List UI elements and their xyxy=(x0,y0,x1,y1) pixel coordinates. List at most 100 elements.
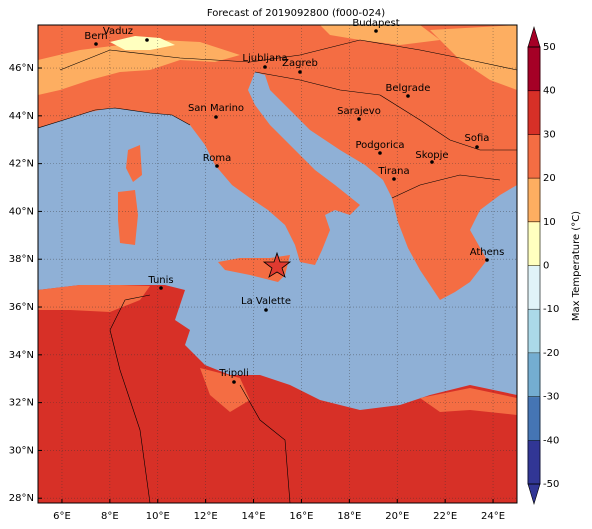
land-cool-patch xyxy=(38,40,240,95)
city-dot xyxy=(94,42,98,46)
border xyxy=(38,107,191,129)
grid-layer xyxy=(38,25,517,503)
cities: Bern Vaduz Budapest Ljubljana Zagreb Bel… xyxy=(84,18,504,384)
city-label: Ljubljana xyxy=(242,53,287,64)
land-africa-coast xyxy=(38,285,150,312)
city-label: Budapest xyxy=(352,18,399,29)
city-label: Vaduz xyxy=(103,26,133,37)
city-dot xyxy=(159,286,163,290)
city-dot xyxy=(264,308,268,312)
title: Forecast of 2019092800 (f000-024) xyxy=(207,8,385,19)
colorbar: -50 -40 -30 -20 -10 0 10 20 30 40 50 xyxy=(527,25,559,506)
city-dot xyxy=(475,145,479,149)
colorbar-band xyxy=(527,177,541,223)
city-label: Roma xyxy=(203,153,232,164)
colorbar-tick-label: 0 xyxy=(543,261,549,272)
border xyxy=(254,71,517,151)
colorbar-tick-label: 30 xyxy=(543,129,556,140)
city-dot xyxy=(215,164,219,168)
city-dot xyxy=(232,380,236,384)
border xyxy=(239,384,291,503)
city-label: Tripoli xyxy=(218,368,249,379)
y-tick-label: 28°N xyxy=(9,493,34,504)
colorbar-label: Max Temperature (°C) xyxy=(571,211,582,321)
city-label: Athens xyxy=(470,247,505,258)
y-tick-label: 46°N xyxy=(9,63,34,74)
land-africa-coast xyxy=(200,368,250,412)
colorbar-tick-label: 10 xyxy=(543,217,556,228)
city-dot xyxy=(145,38,149,42)
x-tick-label: 24°E xyxy=(481,511,505,522)
colorbar-tick-label: -40 xyxy=(543,435,559,446)
y-tick-label: 40°N xyxy=(9,206,34,217)
border xyxy=(109,294,151,503)
city-label: Tunis xyxy=(147,275,173,286)
colorbar-band xyxy=(527,308,541,354)
land-europe xyxy=(38,25,517,300)
land-cold-patch xyxy=(110,36,175,50)
colorbar-tick-label: 50 xyxy=(543,42,556,53)
map-area xyxy=(38,25,517,503)
colorbar-tick-label: -50 xyxy=(543,479,559,490)
colorbar-band xyxy=(527,352,541,398)
city-dot xyxy=(378,151,382,155)
y-tick-label: 44°N xyxy=(9,111,34,122)
city-dot xyxy=(357,117,361,121)
colorbar-extend-max xyxy=(527,25,541,48)
city-label: Sarajevo xyxy=(337,106,381,117)
y-tick-label: 36°N xyxy=(9,302,34,313)
y-tick-label: 42°N xyxy=(9,159,34,170)
y-tick-label: 34°N xyxy=(9,350,34,361)
colorbar-band xyxy=(527,396,541,441)
city-label: Zagreb xyxy=(282,58,318,69)
city-dot xyxy=(214,115,218,119)
colorbar-tick-label: -30 xyxy=(543,392,559,403)
x-tick-label: 10°E xyxy=(146,511,170,522)
x-tick-label: 20°E xyxy=(385,511,409,522)
land-cool-patch xyxy=(320,25,440,45)
city-label: La Valette xyxy=(241,296,291,307)
city-dot xyxy=(392,177,396,181)
y-tick-label: 30°N xyxy=(9,445,34,456)
map-frame xyxy=(37,24,518,504)
x-tick-label: 18°E xyxy=(337,511,361,522)
x-tick-label: 8°E xyxy=(101,511,119,522)
colorbar-tick-label: 40 xyxy=(543,86,556,97)
x-tick-label: 22°E xyxy=(433,511,457,522)
land-sardinia xyxy=(118,190,138,245)
colorbar-band xyxy=(527,221,541,267)
city-label: San Marino xyxy=(188,103,244,114)
colorbar-band xyxy=(527,439,541,485)
x-tick-label: 14°E xyxy=(242,511,266,522)
x-tick-label: 6°E xyxy=(53,511,71,522)
city-label: Podgorica xyxy=(355,140,404,151)
city-dot xyxy=(406,94,410,98)
colorbar-tick-label: -20 xyxy=(543,348,559,359)
x-tick-label: 12°E xyxy=(194,511,218,522)
colorbar-tick-label: 20 xyxy=(543,173,556,184)
city-dot xyxy=(263,65,267,69)
border xyxy=(391,174,501,199)
city-dot xyxy=(430,160,434,164)
city-dot xyxy=(485,258,489,262)
colorbar-tick-label: -10 xyxy=(543,304,559,315)
x-tick-label: 16°E xyxy=(289,511,313,522)
city-dot xyxy=(298,70,302,74)
city-label: Bern xyxy=(84,31,107,42)
city-dot xyxy=(374,29,378,33)
y-tick-label: 38°N xyxy=(9,254,34,265)
location-star xyxy=(262,251,292,278)
colorbar-band xyxy=(527,265,541,310)
colorbar-extend-min xyxy=(527,483,541,506)
y-tick-label: 32°N xyxy=(9,398,34,409)
city-label: Belgrade xyxy=(386,83,431,94)
city-label: Skopje xyxy=(415,150,448,161)
land-cool-patch xyxy=(430,25,517,90)
border xyxy=(59,39,517,71)
city-label: Tirana xyxy=(377,166,409,177)
city-label: Sofia xyxy=(465,133,490,144)
colorbar-band xyxy=(527,46,541,92)
colorbar-band xyxy=(527,90,541,135)
colorbar-band xyxy=(527,133,541,179)
